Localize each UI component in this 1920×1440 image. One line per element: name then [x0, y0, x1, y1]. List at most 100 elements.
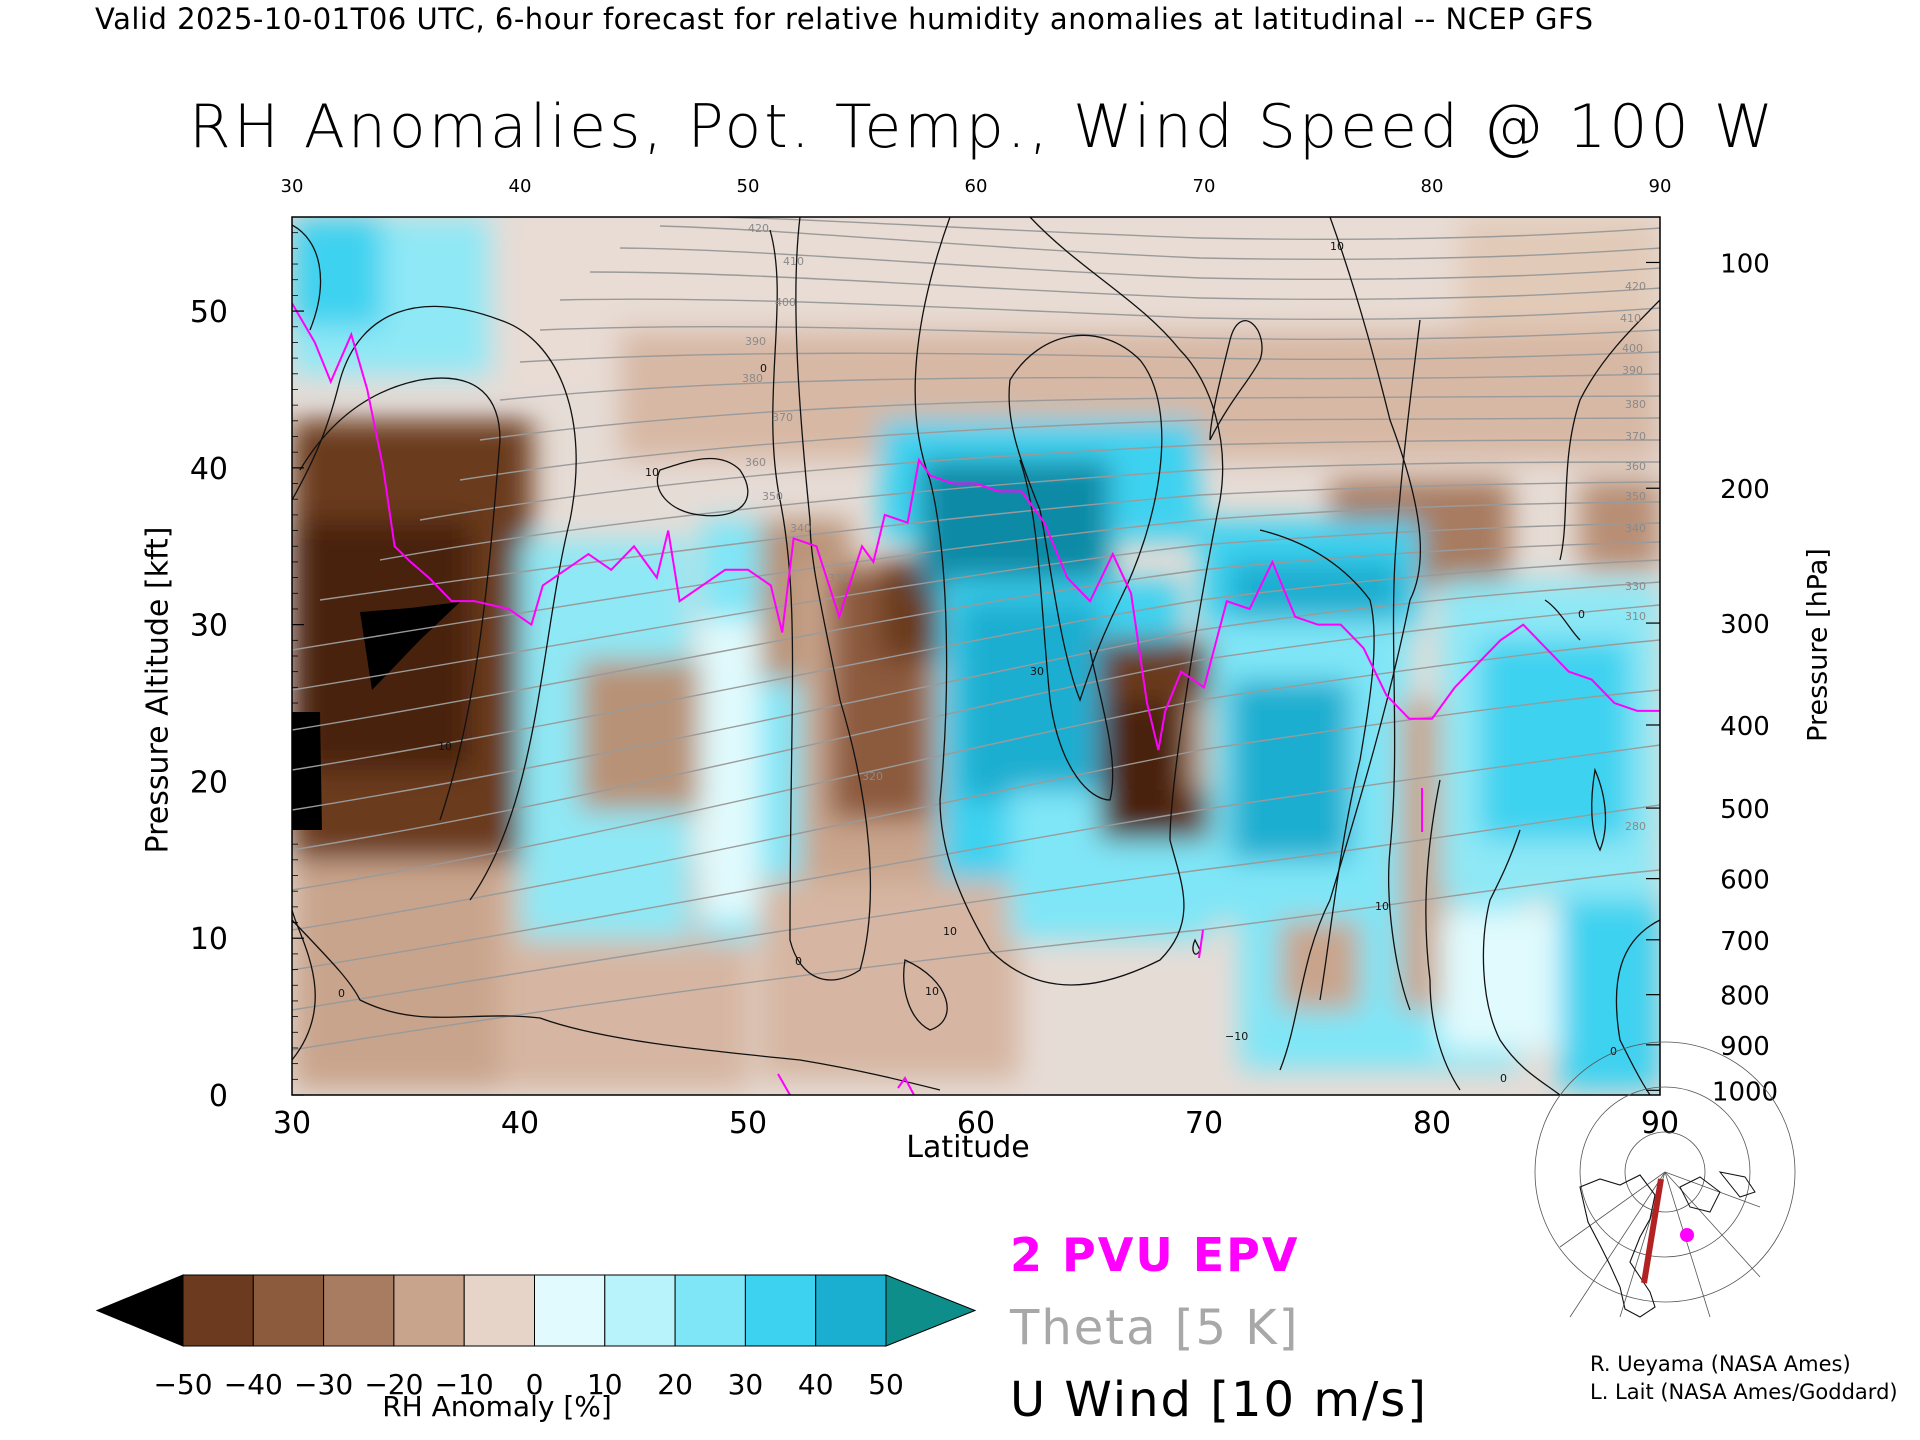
- colorbar-segment: [604, 1274, 676, 1347]
- colorbar-tick-label: 20: [657, 1368, 693, 1401]
- svg-text:360: 360: [745, 456, 766, 469]
- colorbar-tick-label: −50: [153, 1368, 212, 1401]
- svg-text:0: 0: [1500, 1072, 1507, 1085]
- svg-text:280: 280: [1625, 820, 1646, 833]
- svg-text:310: 310: [1625, 610, 1646, 623]
- colorbar-tick-label: −20: [364, 1368, 423, 1401]
- svg-text:330: 330: [1625, 580, 1646, 593]
- pressure-tick-label: 600: [1720, 866, 1770, 896]
- svg-text:340: 340: [1625, 522, 1646, 535]
- legend-uwind: U Wind [10 m/s]: [1010, 1372, 1429, 1428]
- colorbar-segment: [744, 1274, 817, 1347]
- svg-text:0: 0: [338, 987, 345, 1000]
- colorbar-extend-high: [885, 1274, 977, 1347]
- colorbar-segment: [534, 1274, 606, 1347]
- uwind-labels: 10 10 10 10 30 10 10 0 0 0 0 −10 0 0: [338, 240, 1617, 1085]
- x-tick-label: 70: [1185, 1106, 1223, 1141]
- colorbar-tick-label: −10: [435, 1368, 494, 1401]
- colorbar-segment: [463, 1274, 536, 1347]
- pressure-tick-label: 800: [1720, 982, 1770, 1012]
- colorbar-segment: [815, 1274, 887, 1347]
- epv-low-blip: [777, 1073, 915, 1096]
- top-caption: Valid 2025-10-01T06 UTC, 6-hour forecast…: [95, 2, 1594, 36]
- svg-text:410: 410: [1620, 312, 1641, 325]
- x-top-tick-label: 30: [281, 176, 304, 197]
- uwind-contours: [292, 217, 1660, 1095]
- x-tick-label: 50: [729, 1106, 767, 1141]
- pressure-axis-right: 100 200 300 400 500 600 700 800 900 1000: [1646, 249, 1778, 1107]
- pressure-tick-label: 100: [1720, 249, 1770, 279]
- svg-text:−10: −10: [1225, 1030, 1248, 1043]
- pressure-tick-label: 500: [1720, 795, 1770, 825]
- colorbar-segment: [393, 1274, 465, 1347]
- y-tick-label: 50: [190, 295, 228, 330]
- svg-text:0: 0: [760, 362, 767, 375]
- colorbar-tick-label: 0: [526, 1368, 544, 1401]
- x-top-tick-label: 80: [1421, 176, 1444, 197]
- x-axis-top: 30 40 50 60 70 80 90: [281, 176, 1672, 197]
- x-top-tick-label: 50: [737, 176, 760, 197]
- colorbar: −50 −40 −30 −20 −10 0 10 20 30 40 50: [95, 1274, 977, 1401]
- colorbar-extend-low: [95, 1274, 184, 1347]
- svg-text:10: 10: [943, 925, 957, 938]
- svg-text:10: 10: [1330, 240, 1344, 253]
- colorbar-tick-label: −40: [224, 1368, 283, 1401]
- x-tick-label: 80: [1413, 1106, 1451, 1141]
- colorbar-tick-label: 30: [728, 1368, 764, 1401]
- x-tick-label: 40: [501, 1106, 539, 1141]
- x-tick-label: 60: [957, 1106, 995, 1141]
- inset-marker: [1680, 1228, 1694, 1242]
- x-axis-bottom: 30 40 50 60 70 80 90: [273, 1106, 1679, 1141]
- colorbar-tick-label: 40: [798, 1368, 834, 1401]
- svg-text:420: 420: [748, 222, 769, 235]
- svg-text:390: 390: [745, 335, 766, 348]
- x-top-tick-label: 40: [509, 176, 532, 197]
- y-tick-label: 10: [190, 922, 228, 957]
- svg-text:370: 370: [772, 411, 793, 424]
- legend-epv: 2 PVU EPV: [1010, 1228, 1300, 1282]
- credit-line-1: R. Ueyama (NASA Ames): [1590, 1352, 1851, 1376]
- pressure-tick-label: 300: [1720, 610, 1770, 640]
- x-top-tick-label: 90: [1649, 176, 1672, 197]
- colorbar-segment: [182, 1274, 254, 1347]
- y-tick-label: 0: [209, 1079, 228, 1114]
- svg-text:420: 420: [1625, 280, 1646, 293]
- pressure-tick-label: 1000: [1712, 1077, 1778, 1107]
- colorbar-segment: [252, 1274, 325, 1347]
- svg-text:0: 0: [1610, 1045, 1617, 1058]
- pressure-axis-label: Pressure [hPa]: [1802, 548, 1834, 742]
- pressure-tick-label: 200: [1720, 475, 1770, 505]
- pressure-tick-label: 700: [1720, 927, 1770, 957]
- legend-theta: Theta [5 K]: [1010, 1300, 1300, 1356]
- inset-map: [1534, 1041, 1796, 1318]
- x-tick-label: 90: [1641, 1106, 1679, 1141]
- svg-text:10: 10: [438, 740, 452, 753]
- y-axis-label: Pressure Altitude [kft]: [140, 526, 176, 854]
- svg-text:340: 340: [790, 522, 811, 535]
- svg-text:400: 400: [775, 296, 796, 309]
- svg-text:380: 380: [742, 372, 763, 385]
- colorbar-tick-label: 50: [868, 1368, 904, 1401]
- svg-text:390: 390: [1622, 364, 1643, 377]
- pressure-tick-label: 900: [1720, 1032, 1770, 1062]
- svg-text:400: 400: [1622, 342, 1643, 355]
- colorbar-tick-label: 10: [587, 1368, 623, 1401]
- svg-text:410: 410: [783, 255, 804, 268]
- colorbar-segment: [323, 1274, 395, 1347]
- inset-section-line: [1641, 1178, 1664, 1284]
- x-top-tick-label: 60: [965, 176, 988, 197]
- svg-text:350: 350: [762, 490, 783, 503]
- y-tick-label: 30: [190, 609, 228, 644]
- svg-text:320: 320: [862, 770, 883, 783]
- svg-text:10: 10: [1375, 900, 1389, 913]
- chart-title: RH Anomalies, Pot. Temp., Wind Speed @ 1…: [188, 92, 1777, 162]
- x-tick-label: 30: [273, 1106, 311, 1141]
- svg-text:330: 330: [828, 572, 849, 585]
- svg-text:0: 0: [1578, 608, 1585, 621]
- svg-text:0: 0: [795, 955, 802, 968]
- y-axis-left: 0 10 20 30 40 50: [190, 232, 304, 1114]
- svg-text:10: 10: [645, 466, 659, 479]
- svg-text:360: 360: [1625, 460, 1646, 473]
- colorbar-label: RH Anomaly [%]: [382, 1390, 612, 1423]
